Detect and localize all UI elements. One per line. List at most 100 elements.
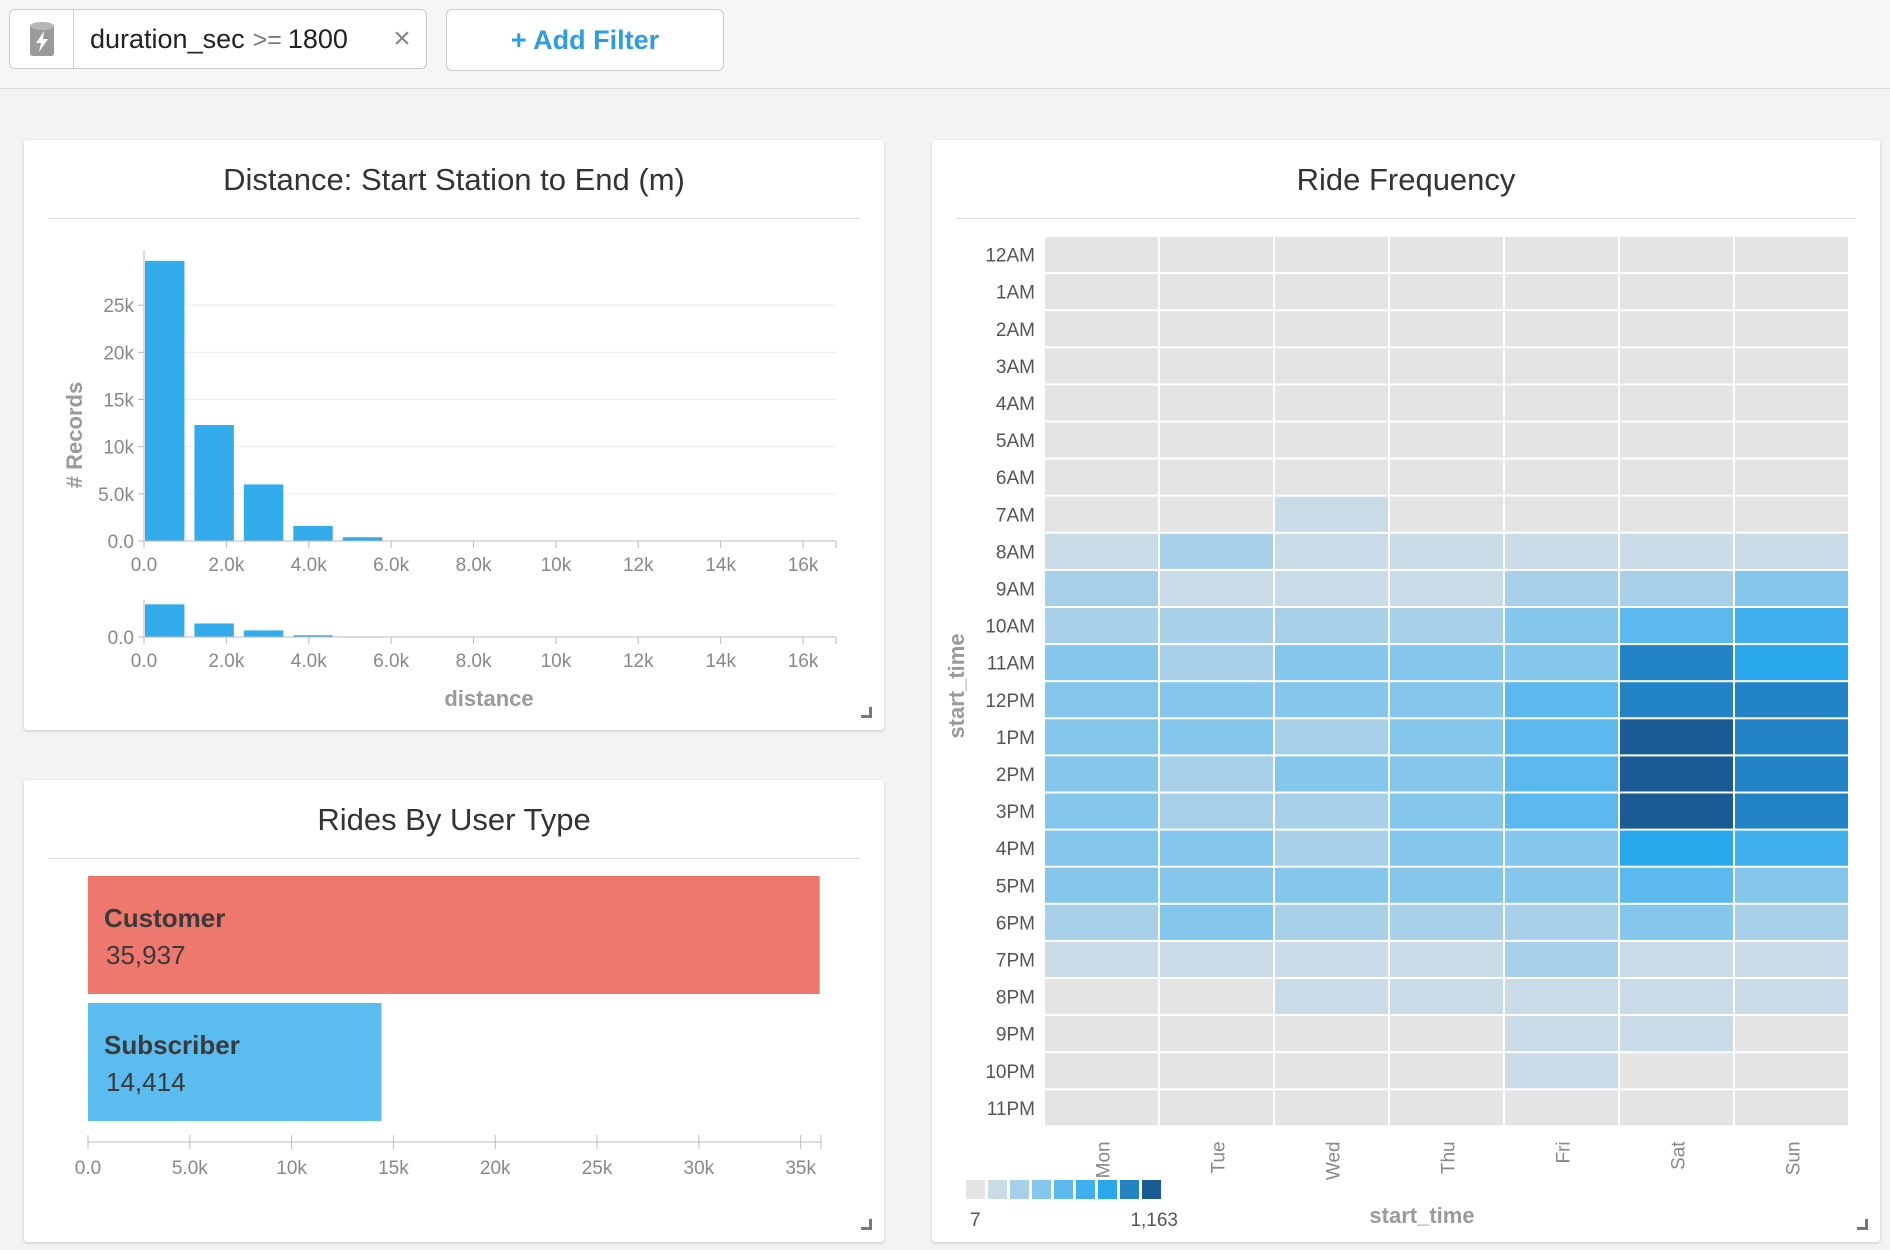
heatmap-cell[interactable] xyxy=(1160,385,1273,421)
heatmap-cell[interactable] xyxy=(1505,570,1618,606)
heatmap-cell[interactable] xyxy=(1735,1016,1848,1052)
heatmap-cell[interactable] xyxy=(1045,941,1158,977)
heatmap-cell[interactable] xyxy=(1735,422,1848,458)
heatmap-cell[interactable] xyxy=(1620,682,1733,718)
heatmap-cell[interactable] xyxy=(1160,756,1273,792)
remove-filter-close-icon[interactable]: × xyxy=(393,22,411,55)
heatmap-cell[interactable] xyxy=(1160,979,1273,1015)
heatmap-cell[interactable] xyxy=(1275,719,1388,755)
histogram-bar[interactable] xyxy=(194,424,234,541)
heatmap-cell[interactable] xyxy=(1505,682,1618,718)
heatmap-cell[interactable] xyxy=(1735,941,1848,977)
heatmap-cell[interactable] xyxy=(1160,237,1273,273)
heatmap-cell[interactable] xyxy=(1735,496,1848,532)
heatmap-cell[interactable] xyxy=(1390,1090,1503,1126)
heatmap-cell[interactable] xyxy=(1505,1090,1618,1126)
heatmap-cell[interactable] xyxy=(1735,904,1848,940)
distance-histogram[interactable]: 0.0 5.0k 10k 15k 20k 25k 0.0 2.0k 4.0k 6.0k 8.0k 1… xyxy=(24,140,884,730)
heatmap-cell[interactable] xyxy=(1275,533,1388,569)
heatmap-cell[interactable] xyxy=(1390,793,1503,829)
heatmap-cell[interactable] xyxy=(1160,1053,1273,1089)
heatmap-cell[interactable] xyxy=(1160,496,1273,532)
heatmap-cell[interactable] xyxy=(1045,422,1158,458)
resize-handle-icon[interactable] xyxy=(861,1219,872,1230)
heatmap-cell[interactable] xyxy=(1390,1016,1503,1052)
heatmap-cell[interactable] xyxy=(1620,941,1733,977)
heatmap-cell[interactable] xyxy=(1390,608,1503,644)
heatmap-cell[interactable] xyxy=(1390,459,1503,495)
heatmap-cell[interactable] xyxy=(1390,682,1503,718)
heatmap-cell[interactable] xyxy=(1275,867,1388,903)
heatmap-cell[interactable] xyxy=(1505,867,1618,903)
brush-bar[interactable] xyxy=(243,630,284,637)
heatmap-cell[interactable] xyxy=(1620,385,1733,421)
heatmap-cell[interactable] xyxy=(1735,385,1848,421)
brush-bar[interactable] xyxy=(293,635,333,637)
heatmap-cell[interactable] xyxy=(1160,348,1273,384)
heatmap-cell[interactable] xyxy=(1620,1053,1733,1089)
heatmap-cell[interactable] xyxy=(1620,719,1733,755)
heatmap-cell[interactable] xyxy=(1275,237,1388,273)
heatmap-cell[interactable] xyxy=(1390,274,1503,310)
heatmap-cell[interactable] xyxy=(1160,459,1273,495)
heatmap-cell[interactable] xyxy=(1045,385,1158,421)
heatmap-cell[interactable] xyxy=(1045,570,1158,606)
heatmap-cell[interactable] xyxy=(1045,274,1158,310)
heatmap-cell[interactable] xyxy=(1505,496,1618,532)
resize-handle-icon[interactable] xyxy=(861,707,872,718)
heatmap-cell[interactable] xyxy=(1390,348,1503,384)
histogram-bar[interactable] xyxy=(243,484,284,541)
heatmap-cell[interactable] xyxy=(1045,830,1158,866)
heatmap-cell[interactable] xyxy=(1620,237,1733,273)
heatmap-cell[interactable] xyxy=(1735,570,1848,606)
heatmap-cell[interactable] xyxy=(1390,422,1503,458)
heatmap-cell[interactable] xyxy=(1160,422,1273,458)
heatmap-cell[interactable] xyxy=(1045,979,1158,1015)
heatmap-cell[interactable] xyxy=(1160,1016,1273,1052)
heatmap-cell[interactable] xyxy=(1045,1090,1158,1126)
heatmap-cell[interactable] xyxy=(1390,867,1503,903)
heatmap-cell[interactable] xyxy=(1275,645,1388,681)
heatmap-cell[interactable] xyxy=(1275,422,1388,458)
histogram-bar[interactable] xyxy=(342,537,383,541)
add-filter-button[interactable]: + Add Filter xyxy=(446,9,724,71)
heatmap-cell[interactable] xyxy=(1390,570,1503,606)
heatmap-cell[interactable] xyxy=(1505,830,1618,866)
heatmap-cell[interactable] xyxy=(1275,274,1388,310)
resize-handle-icon[interactable] xyxy=(1857,1219,1868,1230)
heatmap-cell[interactable] xyxy=(1620,533,1733,569)
heatmap-cell[interactable] xyxy=(1735,830,1848,866)
heatmap-cell[interactable] xyxy=(1735,459,1848,495)
heatmap-cell[interactable] xyxy=(1620,830,1733,866)
heatmap-cell[interactable] xyxy=(1275,941,1388,977)
heatmap-cell[interactable] xyxy=(1390,904,1503,940)
heatmap-cell[interactable] xyxy=(1505,645,1618,681)
heatmap-cell[interactable] xyxy=(1620,645,1733,681)
heatmap-cell[interactable] xyxy=(1045,1016,1158,1052)
heatmap-cell[interactable] xyxy=(1275,1016,1388,1052)
histogram-bar[interactable] xyxy=(293,525,333,541)
heatmap-cell[interactable] xyxy=(1390,496,1503,532)
heatmap-cell[interactable] xyxy=(1735,311,1848,347)
heatmap-cell[interactable] xyxy=(1620,496,1733,532)
heatmap-cell[interactable] xyxy=(1045,533,1158,569)
brush-bar[interactable] xyxy=(194,623,234,637)
heatmap-cell[interactable] xyxy=(1160,793,1273,829)
heatmap-cell[interactable] xyxy=(1505,237,1618,273)
heatmap-cell[interactable] xyxy=(1275,1090,1388,1126)
heatmap-cell[interactable] xyxy=(1620,459,1733,495)
heatmap-cell[interactable] xyxy=(1620,274,1733,310)
heatmap-cell[interactable] xyxy=(1620,979,1733,1015)
heatmap-cell[interactable] xyxy=(1160,570,1273,606)
heatmap-cell[interactable] xyxy=(1620,793,1733,829)
heatmap-cell[interactable] xyxy=(1735,682,1848,718)
heatmap-cell[interactable] xyxy=(1735,608,1848,644)
heatmap-cell[interactable] xyxy=(1045,348,1158,384)
heatmap-cell[interactable] xyxy=(1390,756,1503,792)
heatmap-cell[interactable] xyxy=(1735,645,1848,681)
ride-frequency-heatmap[interactable]: 12AM 1AM 2AM 3AM 4AM 5AM 6AM 7AM 8AM 9AM 10AM 11AM 1… xyxy=(932,140,1880,1242)
heatmap-cell[interactable] xyxy=(1275,608,1388,644)
heatmap-cell[interactable] xyxy=(1045,793,1158,829)
heatmap-cell[interactable] xyxy=(1160,1090,1273,1126)
heatmap-cell[interactable] xyxy=(1160,941,1273,977)
